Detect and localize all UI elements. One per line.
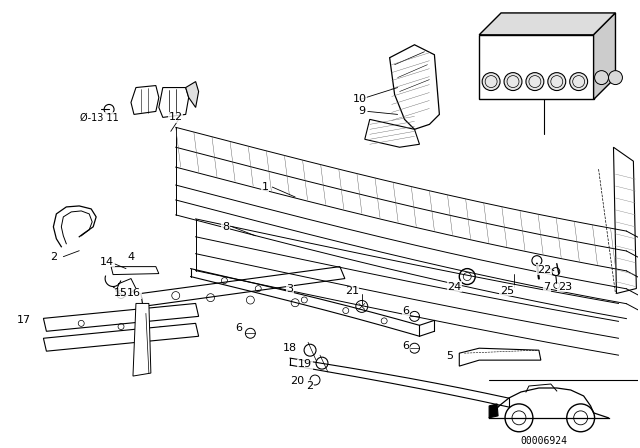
Circle shape [609, 71, 623, 85]
Polygon shape [131, 86, 159, 114]
Text: 3: 3 [287, 284, 294, 293]
Text: 10: 10 [353, 95, 367, 104]
Circle shape [482, 73, 500, 90]
Circle shape [526, 73, 544, 90]
Text: 22: 22 [537, 265, 551, 275]
Circle shape [567, 404, 595, 432]
Polygon shape [186, 82, 198, 108]
Text: 24: 24 [447, 281, 461, 292]
Circle shape [532, 256, 542, 266]
Circle shape [504, 73, 522, 90]
Text: 6: 6 [402, 306, 409, 316]
Text: 6: 6 [402, 341, 409, 351]
Text: 1: 1 [262, 182, 269, 192]
Text: 9: 9 [358, 107, 365, 116]
Polygon shape [133, 303, 151, 376]
Text: 14: 14 [100, 257, 114, 267]
Text: 7: 7 [543, 281, 550, 292]
Text: Ø-13 11: Ø-13 11 [80, 112, 118, 122]
Polygon shape [139, 303, 149, 321]
Text: 17: 17 [17, 315, 31, 325]
Text: 21: 21 [345, 286, 359, 297]
Text: 15: 15 [114, 289, 128, 298]
Text: 25: 25 [500, 285, 514, 296]
Text: 2: 2 [50, 252, 57, 262]
Circle shape [505, 404, 533, 432]
Text: 5: 5 [446, 351, 453, 361]
Text: 18: 18 [283, 343, 297, 353]
Text: 2: 2 [307, 381, 314, 391]
Text: 6: 6 [235, 323, 242, 333]
Text: 8: 8 [222, 222, 229, 232]
Polygon shape [44, 303, 198, 331]
Text: 19: 19 [298, 359, 312, 369]
Polygon shape [44, 323, 198, 351]
Polygon shape [479, 13, 616, 35]
Polygon shape [614, 147, 636, 293]
Text: 12: 12 [169, 112, 183, 122]
Text: 00006924: 00006924 [520, 436, 567, 446]
Circle shape [570, 73, 588, 90]
Text: 23: 23 [557, 281, 572, 292]
Polygon shape [489, 404, 498, 418]
Polygon shape [479, 35, 593, 99]
Polygon shape [141, 267, 345, 306]
Polygon shape [365, 119, 419, 147]
Polygon shape [593, 13, 616, 99]
Text: 20: 20 [290, 376, 304, 386]
Text: 4: 4 [127, 252, 134, 262]
Text: 16: 16 [127, 289, 141, 298]
Polygon shape [159, 87, 189, 117]
Polygon shape [460, 348, 541, 366]
Circle shape [595, 71, 609, 85]
Polygon shape [390, 45, 440, 129]
Polygon shape [111, 267, 159, 275]
Circle shape [548, 73, 566, 90]
